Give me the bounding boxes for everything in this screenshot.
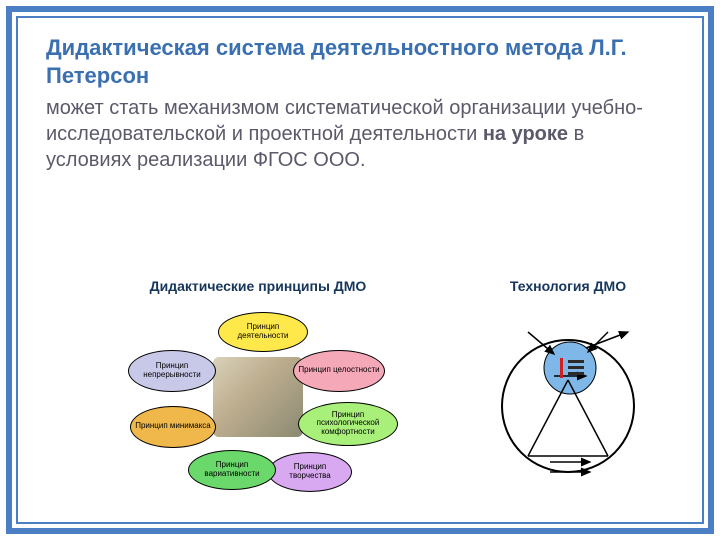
principle-bubble: Принцип целостности bbox=[293, 350, 385, 392]
principle-bubble: Принцип психологической комфортности bbox=[298, 402, 398, 446]
technology-title: Технология ДМО bbox=[478, 278, 658, 296]
page-subtitle: может стать механизмом систематической о… bbox=[46, 95, 674, 173]
diagrams-row: Дидактические принципы ДМО Принцип деяте… bbox=[18, 278, 702, 538]
principle-bubble: Принцип творчества bbox=[268, 452, 352, 492]
inner-frame: Дидактическая система деятельностного ме… bbox=[16, 16, 704, 524]
outer-frame: Дидактическая система деятельностного ме… bbox=[6, 6, 714, 534]
technology-diagram bbox=[478, 306, 658, 506]
technology-svg bbox=[478, 306, 658, 506]
principles-diagram: Принцип деятельностиПринцип целостности П… bbox=[118, 302, 398, 512]
principles-center-image bbox=[213, 357, 303, 437]
page-title: Дидактическая система деятельностного ме… bbox=[46, 34, 674, 89]
principles-column: Дидактические принципы ДМО Принцип деяте… bbox=[118, 278, 398, 512]
principle-bubble: Принцип деятельности bbox=[218, 312, 308, 352]
principle-bubble: Принцип вариативности bbox=[188, 450, 276, 490]
subtitle-bold: на уроке bbox=[483, 123, 568, 145]
principle-bubble: Принцип непрерывности bbox=[128, 350, 216, 392]
principle-bubble: Принцип минимакса bbox=[130, 406, 216, 448]
technology-column: Технология ДМО bbox=[478, 278, 658, 506]
principles-title: Дидактические принципы ДМО bbox=[118, 278, 398, 296]
